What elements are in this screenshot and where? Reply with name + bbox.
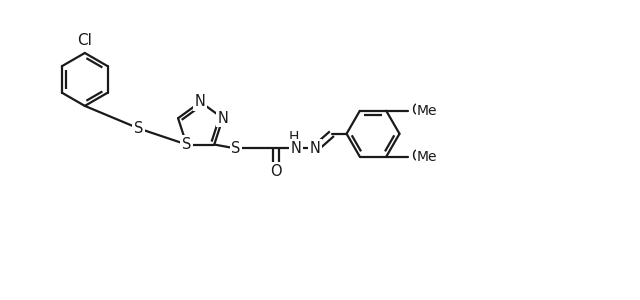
Text: Me: Me [417,150,438,164]
Text: N: N [195,94,206,110]
Text: S: S [182,137,191,152]
Text: O: O [411,149,422,164]
Text: S: S [231,141,241,156]
Text: N: N [310,141,321,156]
Text: H: H [289,130,300,144]
Text: O: O [411,103,422,118]
Text: N: N [290,141,301,156]
Text: S: S [134,121,143,136]
Text: O: O [270,164,282,179]
Text: Me: Me [417,104,438,118]
Text: Cl: Cl [77,33,92,48]
Text: N: N [218,111,228,126]
